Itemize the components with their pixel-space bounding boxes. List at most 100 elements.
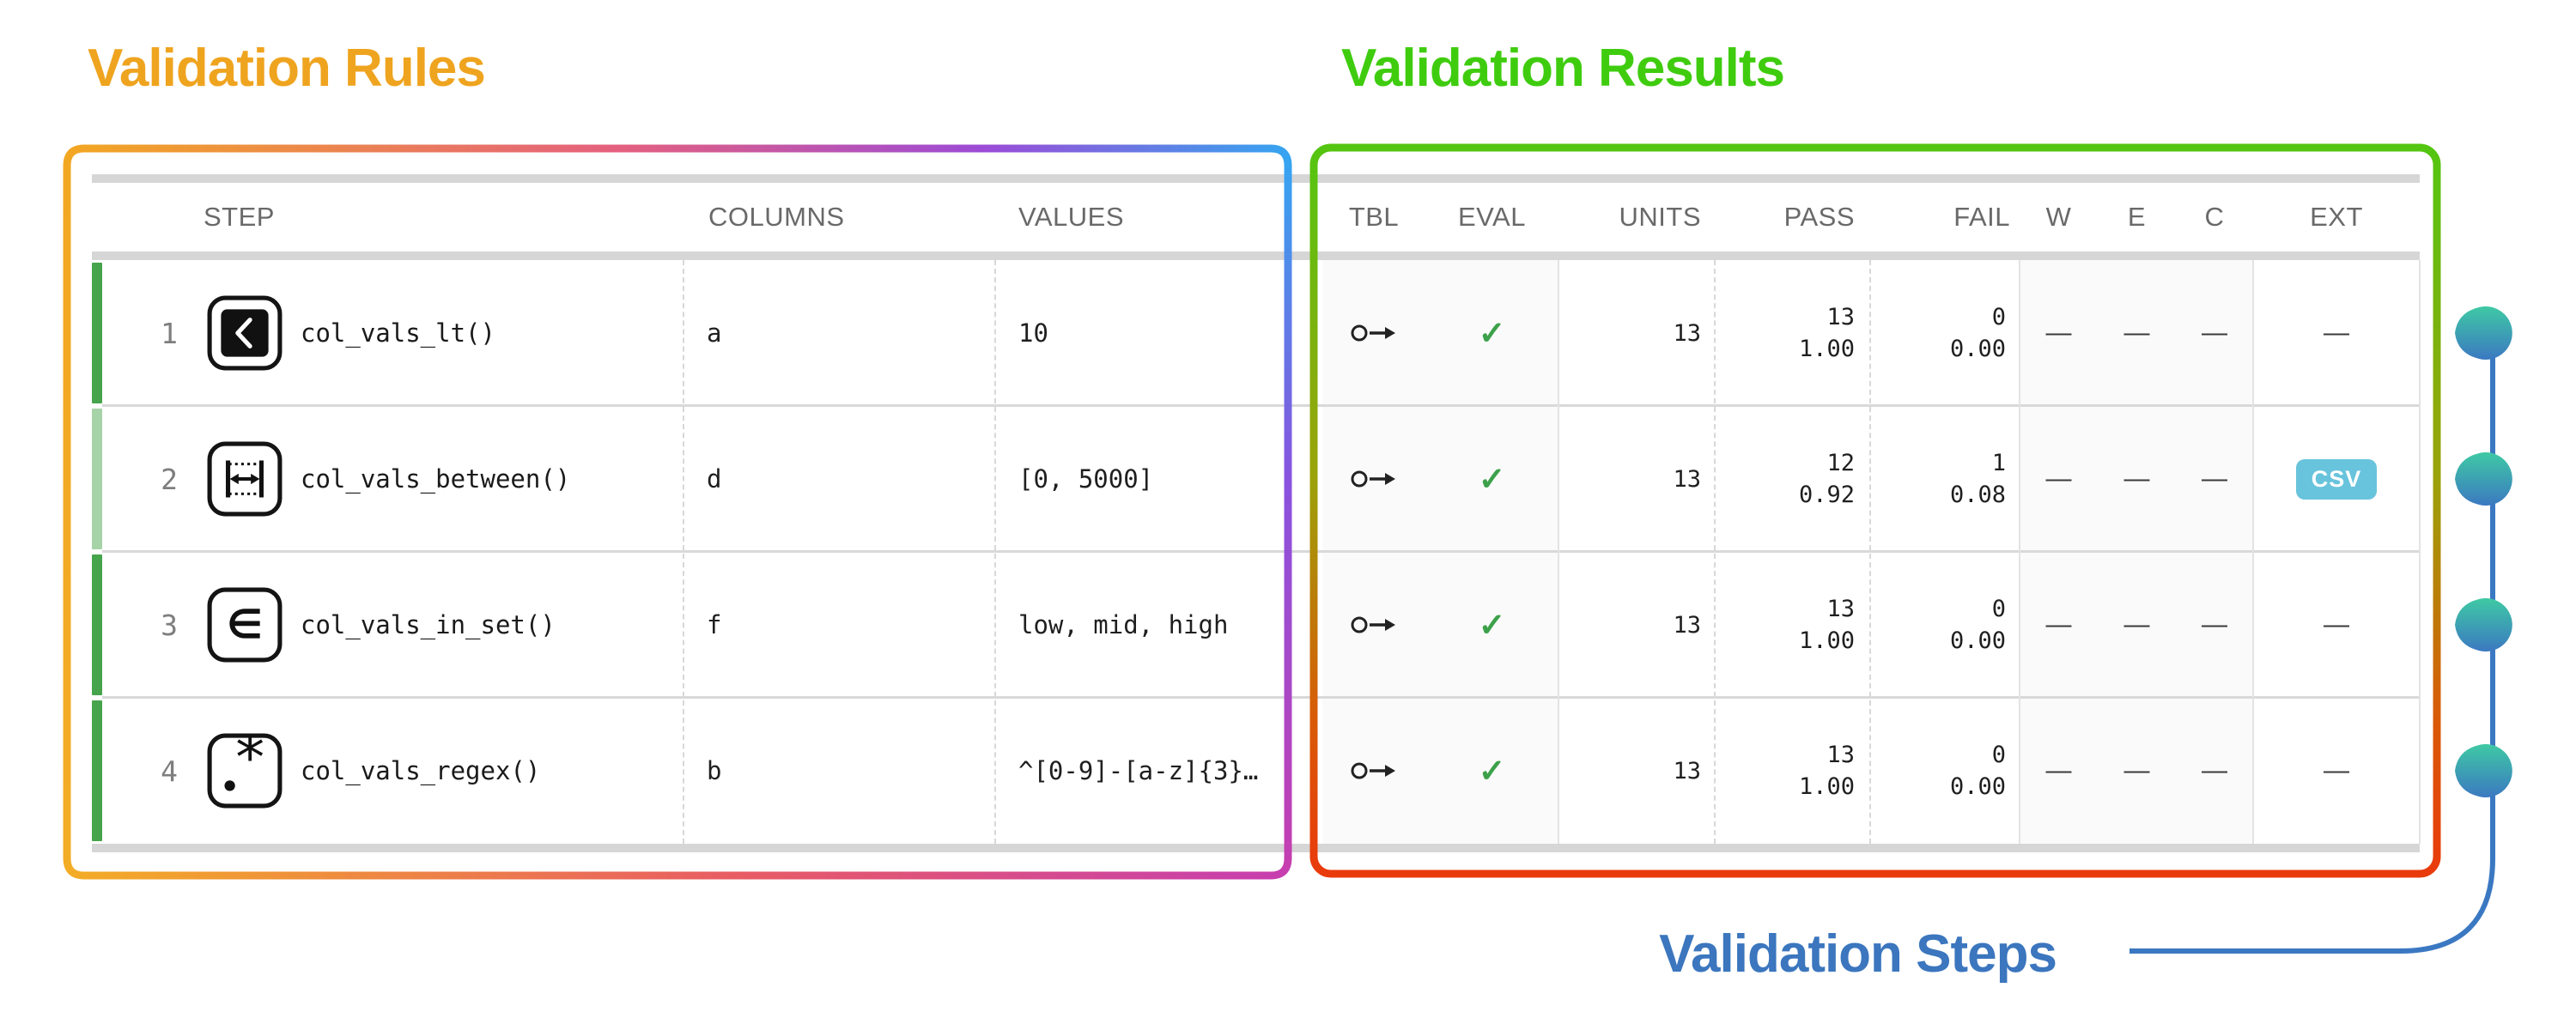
critical-cell: — [2202, 318, 2227, 347]
results-title: Validation Results [1341, 39, 1785, 98]
error-cell: — [2123, 464, 2150, 493]
fail-fraction: 0.00 [1949, 627, 2006, 654]
ext-cell: — [2253, 260, 2420, 406]
eval-cell: ✓ [1425, 260, 1558, 406]
pass-fraction: 1.00 [1798, 627, 1855, 654]
header-values: VALUES [1018, 202, 1125, 232]
error-cell: — [2123, 756, 2150, 785]
pass-fraction: 0.92 [1798, 482, 1855, 508]
csv-badge[interactable]: CSV [2295, 458, 2378, 500]
warn-cell: — [2045, 610, 2072, 639]
columns-cell: f [707, 610, 722, 639]
critical-cell: — [2202, 610, 2227, 639]
pass-cell: 12 0.92 [1715, 406, 1868, 552]
ext-cell: CSV [2253, 406, 2420, 552]
values-cell: [0, 5000] [1018, 464, 1154, 494]
eval-cell: ✓ [1425, 552, 1558, 698]
circle-arrow-icon [1351, 762, 1395, 779]
header-pass: PASS [1783, 202, 1855, 232]
critical-cell: — [2202, 464, 2227, 493]
pass-cell: 13 1.00 [1715, 260, 1868, 406]
warn-cell: — [2045, 756, 2072, 785]
circle-arrow-icon [1351, 470, 1395, 488]
step-cell: col_vals_between() [185, 406, 683, 552]
fail-fraction: 0.08 [1949, 482, 2006, 508]
function-name: col_vals_regex() [301, 756, 541, 785]
tbl-cell [1322, 698, 1425, 844]
row-separator [102, 404, 2420, 407]
header-ext: EXT [2310, 202, 2363, 232]
warn-cell: — [2045, 464, 2072, 493]
circle-arrow-icon [1351, 616, 1395, 633]
step-cell: ∈ col_vals_in_set() [185, 552, 683, 698]
units-cell: 13 [1673, 319, 1701, 347]
columns-divider [683, 260, 684, 844]
header-e: E [2127, 202, 2147, 232]
pass-count: 12 [1826, 450, 1855, 476]
tbl-cell [1322, 552, 1425, 698]
rules-title: Validation Rules [88, 39, 486, 98]
warn-cell: — [2045, 318, 2072, 347]
fail-count: 0 [1991, 742, 2006, 768]
values-divider [994, 260, 996, 844]
function-name: col_vals_lt() [301, 318, 495, 348]
error-cell: — [2123, 610, 2150, 639]
columns-cell: b [707, 756, 722, 785]
step-cell: col_vals_lt() [185, 260, 683, 406]
units-cell: 13 [1673, 757, 1701, 785]
pass-count: 13 [1826, 742, 1855, 768]
table-row: 3 ∈ col_vals_in_set() f low, mid, high ✓… [0, 552, 2576, 698]
validation-step-icon: * [206, 732, 283, 809]
ext-dash: — [2324, 756, 2349, 785]
step-number: 1 [161, 316, 178, 350]
svg-text:*: * [233, 732, 268, 791]
values-cell: low, mid, high [1018, 610, 1229, 639]
check-icon: ✓ [1478, 607, 1506, 644]
table-row: 4 * col_vals_regex() b ^[0-9]-[a-z]{3}… … [0, 698, 2576, 844]
svg-text:∈: ∈ [227, 601, 263, 648]
pass-fraction: 1.00 [1798, 773, 1855, 800]
tbl-cell [1322, 260, 1425, 406]
critical-cell: — [2202, 756, 2227, 785]
check-icon: ✓ [1478, 753, 1506, 790]
fail-fraction: 0.00 [1949, 336, 2006, 362]
step-cell: * col_vals_regex() [185, 698, 683, 844]
fail-cell: 1 0.08 [1868, 406, 2020, 552]
fail-fraction: 0.00 [1949, 773, 2006, 800]
table-row: 1 col_vals_lt() a 10 ✓ 13 13 1.00 0 [0, 260, 2576, 406]
units-cell: 13 [1673, 611, 1701, 639]
eval-cell: ✓ [1425, 406, 1558, 552]
function-name: col_vals_between() [301, 464, 571, 494]
header-eval: EVAL [1458, 202, 1526, 232]
row-separator [102, 550, 2420, 553]
row-status-bar [92, 554, 102, 695]
check-icon: ✓ [1478, 461, 1506, 498]
header-w: W [2045, 202, 2072, 232]
step-number: 3 [161, 608, 178, 642]
header-c: C [2204, 202, 2225, 232]
ext-dash: — [2324, 610, 2349, 639]
values-cell: ^[0-9]-[a-z]{3}… [1018, 756, 1259, 785]
header-fail: FAIL [1953, 202, 2010, 232]
fail-count: 1 [1991, 450, 2006, 476]
table-row: 2 col_vals_between() d [0, 5000] ✓ 13 12… [0, 406, 2576, 552]
values-cell: 10 [1018, 318, 1048, 348]
pass-count: 13 [1826, 304, 1855, 330]
row-separator [102, 696, 2420, 699]
header-tbl: TBL [1348, 202, 1400, 232]
fail-cell: 0 0.00 [1868, 698, 2020, 844]
step-number: 4 [161, 754, 178, 788]
pass-cell: 13 1.00 [1715, 698, 1868, 844]
step-number: 2 [161, 462, 178, 496]
pass-fraction: 1.00 [1798, 336, 1855, 362]
fail-count: 0 [1991, 304, 2006, 330]
units-cell: 13 [1673, 465, 1701, 493]
fail-cell: 0 0.00 [1868, 260, 2020, 406]
header-units: UNITS [1619, 202, 1701, 232]
header-columns: COLUMNS [708, 202, 845, 232]
circle-arrow-icon [1351, 324, 1395, 342]
check-icon: ✓ [1478, 315, 1506, 352]
eval-cell: ✓ [1425, 698, 1558, 844]
row-status-bar [92, 700, 102, 841]
